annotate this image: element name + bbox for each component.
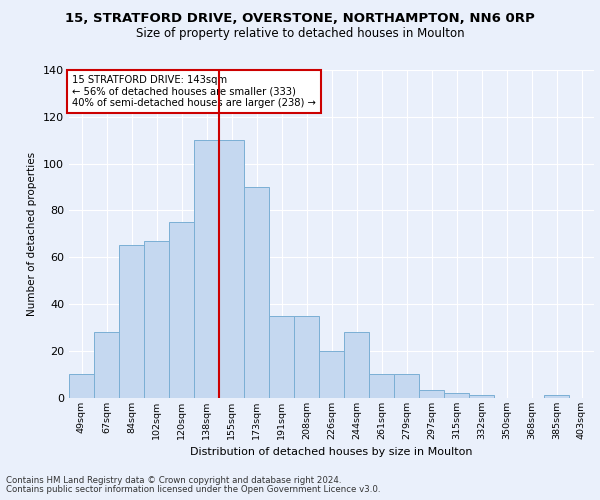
Bar — [369, 374, 394, 398]
Bar — [144, 241, 169, 398]
Y-axis label: Number of detached properties: Number of detached properties — [28, 152, 37, 316]
Bar — [419, 390, 444, 398]
Bar — [119, 246, 144, 398]
Bar — [394, 374, 419, 398]
Bar — [469, 395, 494, 398]
Bar — [444, 393, 469, 398]
Bar — [269, 316, 294, 398]
Text: Size of property relative to detached houses in Moulton: Size of property relative to detached ho… — [136, 28, 464, 40]
Bar — [319, 350, 344, 398]
Bar — [194, 140, 219, 398]
Bar — [244, 187, 269, 398]
Bar — [219, 140, 244, 398]
Bar — [294, 316, 319, 398]
Bar — [169, 222, 194, 398]
Bar — [69, 374, 94, 398]
Bar — [544, 395, 569, 398]
Text: Contains HM Land Registry data © Crown copyright and database right 2024.: Contains HM Land Registry data © Crown c… — [6, 476, 341, 485]
Text: 15 STRATFORD DRIVE: 143sqm
← 56% of detached houses are smaller (333)
40% of sem: 15 STRATFORD DRIVE: 143sqm ← 56% of deta… — [71, 75, 316, 108]
Text: Contains public sector information licensed under the Open Government Licence v3: Contains public sector information licen… — [6, 485, 380, 494]
Bar — [94, 332, 119, 398]
Bar — [344, 332, 369, 398]
X-axis label: Distribution of detached houses by size in Moulton: Distribution of detached houses by size … — [190, 447, 473, 457]
Text: 15, STRATFORD DRIVE, OVERSTONE, NORTHAMPTON, NN6 0RP: 15, STRATFORD DRIVE, OVERSTONE, NORTHAMP… — [65, 12, 535, 26]
